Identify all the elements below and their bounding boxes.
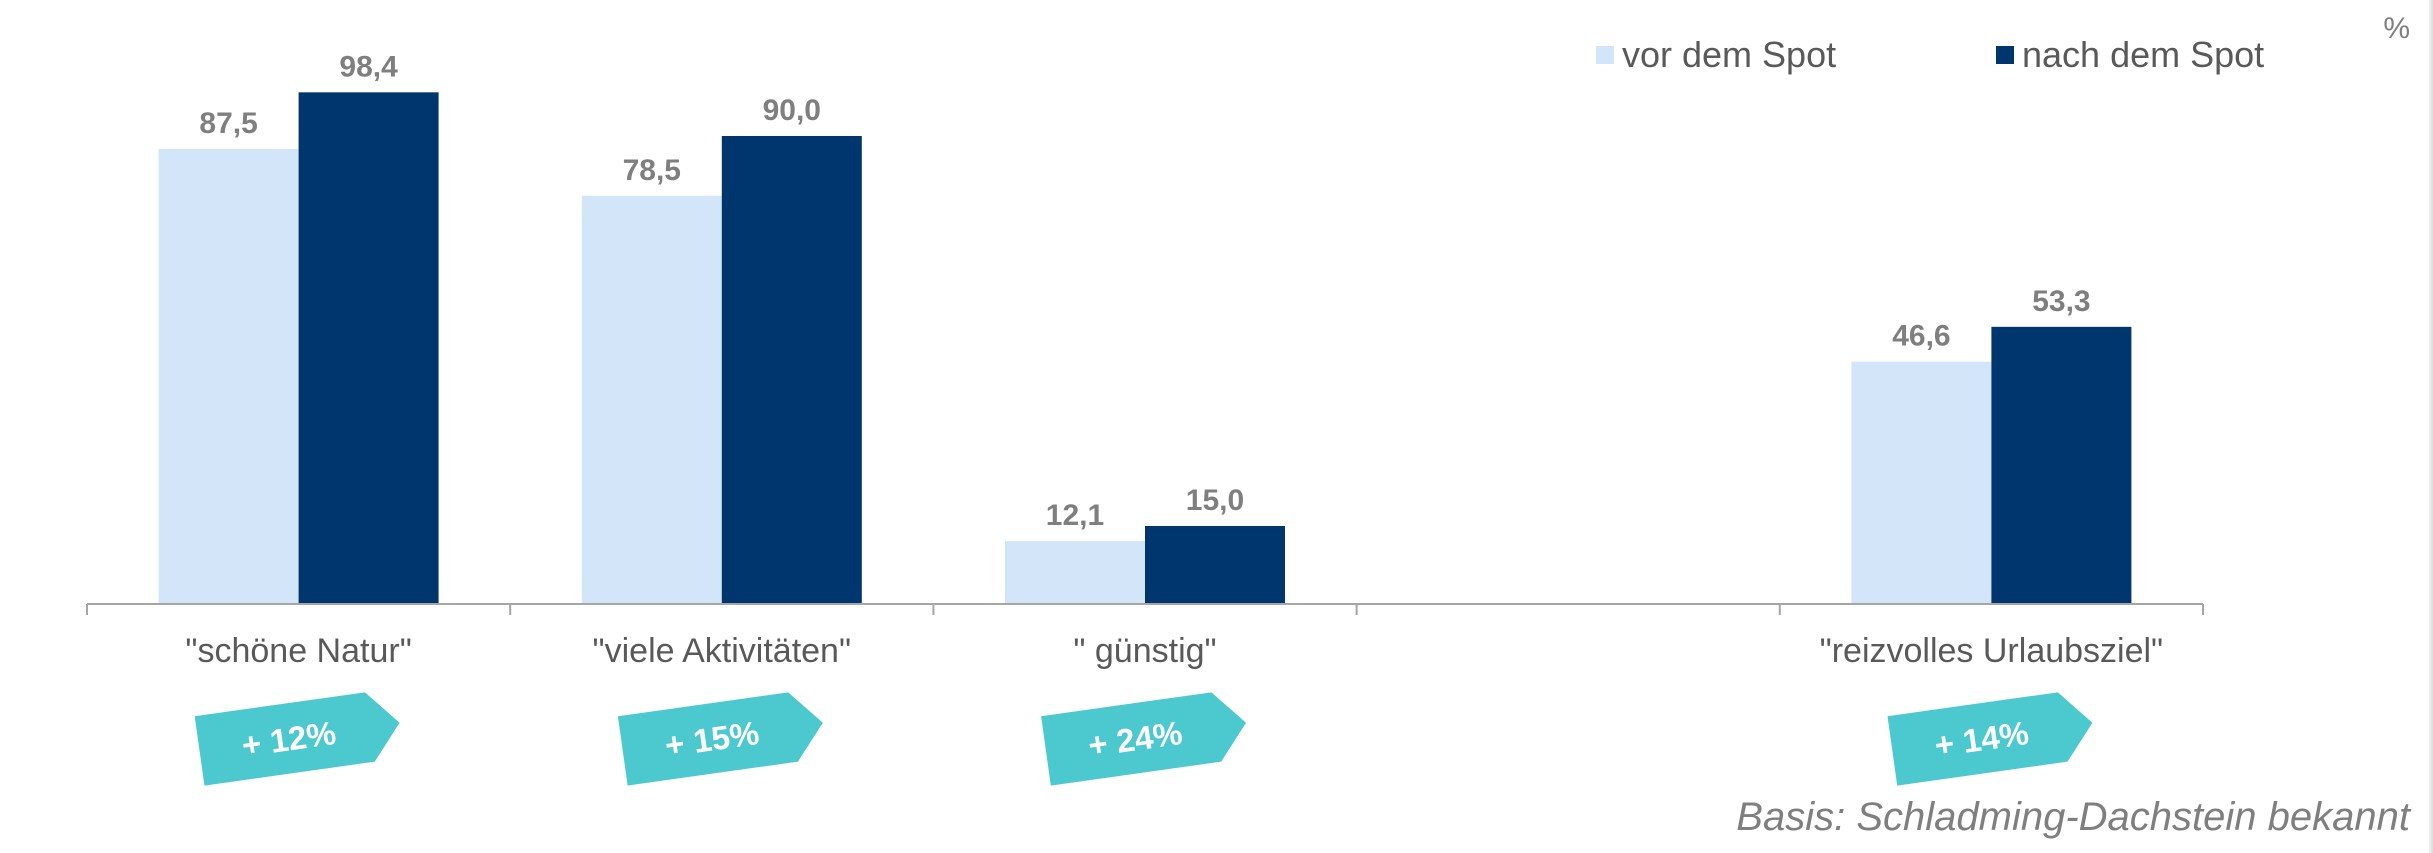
- value-label: 46,6: [1892, 320, 1950, 353]
- bar-after-1: [721, 136, 862, 604]
- x-axis: [86, 603, 2204, 615]
- bar-after-4: [1991, 326, 2132, 604]
- value-label: 90,0: [763, 94, 821, 127]
- legend: vor dem Spot nach dem Spot: [1596, 34, 2264, 75]
- bar-after-0: [298, 92, 439, 604]
- value-label: 53,3: [2032, 285, 2090, 318]
- category-label: "schöne Natur": [185, 632, 411, 670]
- change-badge: + 12%: [194, 692, 400, 786]
- value-label: 12,1: [1046, 499, 1104, 532]
- legend-swatch: [1996, 46, 2014, 64]
- change-badge: + 15%: [617, 692, 823, 786]
- bar-before-4: [1851, 361, 1992, 604]
- change-badge: + 24%: [1041, 692, 1247, 786]
- legend-label: nach dem Spot: [2022, 34, 2264, 75]
- panel-edge: [2429, 0, 2433, 853]
- bar-before-1: [581, 195, 722, 605]
- bar-before-2: [1005, 541, 1145, 604]
- unit-label: %: [2383, 12, 2410, 45]
- category-label: "reizvolles Urlaubsziel": [1820, 632, 2163, 670]
- change-badge-shape: [1041, 692, 1247, 786]
- change-badge-shape: [194, 692, 400, 786]
- category-label: "viele Aktivitäten": [593, 632, 852, 670]
- bars-layer: [158, 92, 2132, 605]
- legend-label: vor dem Spot: [1622, 34, 1836, 75]
- change-badge-shape: [1887, 692, 2093, 786]
- legend-swatch: [1596, 46, 1614, 64]
- category-labels: "schöne Natur" "viele Aktivitäten" " günst…: [185, 632, 2163, 670]
- footnote: Basis: Schladming-Dachstein bekannt: [1736, 795, 2412, 839]
- category-label: " günstig": [1073, 632, 1216, 670]
- value-label: 78,5: [623, 154, 681, 187]
- value-label: 98,4: [339, 50, 398, 83]
- change-badges: + 12% + 15% + 24% + 14%: [194, 692, 2093, 786]
- change-badge-shape: [617, 692, 823, 786]
- value-labels-layer: 87,5 98,4 78,5 90,0 12,1 15,0 46,6 53,3: [199, 50, 2090, 532]
- value-label: 87,5: [199, 107, 257, 140]
- bar-after-2: [1145, 526, 1285, 604]
- change-badge: + 14%: [1887, 692, 2093, 786]
- value-label: 15,0: [1186, 484, 1244, 517]
- bar-before-0: [158, 149, 299, 604]
